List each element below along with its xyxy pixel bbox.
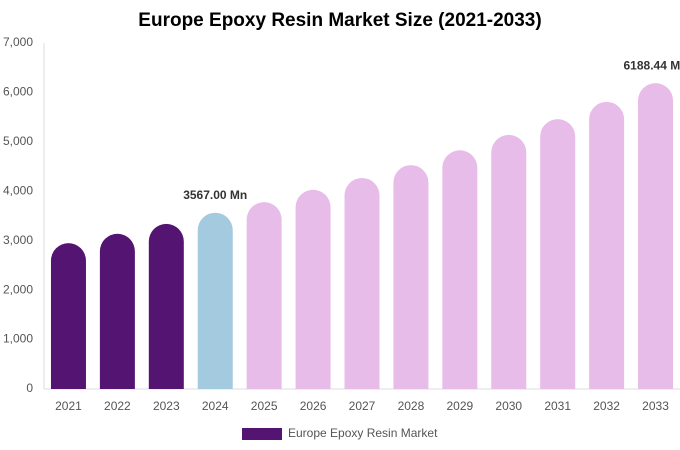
bar [589, 101, 625, 389]
bar [246, 202, 282, 389]
x-tick-label: 2029 [446, 399, 473, 413]
x-tick-label: 2023 [153, 399, 180, 413]
y-tick-label: 5,000 [3, 134, 33, 148]
bar [638, 83, 674, 389]
y-tick-label: 2,000 [3, 282, 33, 296]
x-tick-label: 2024 [202, 399, 229, 413]
x-tick-label: 2026 [300, 399, 327, 413]
x-tick-label: 2027 [349, 399, 376, 413]
legend-swatch [242, 428, 282, 440]
bar [540, 119, 576, 390]
bar [197, 212, 233, 389]
bar [295, 189, 331, 389]
legend-label: Europe Epoxy Resin Market [288, 426, 438, 440]
bar [50, 243, 86, 389]
y-tick-label: 1,000 [3, 332, 33, 346]
x-tick-label: 2025 [251, 399, 278, 413]
x-tick-label: 2033 [642, 399, 669, 413]
bar [344, 177, 380, 389]
x-tick-label: 2021 [55, 399, 82, 413]
x-tick-label: 2031 [544, 399, 571, 413]
bar [491, 134, 527, 389]
y-tick-label: 7,000 [3, 35, 33, 49]
x-tick-label: 2022 [104, 399, 131, 413]
x-tick-label: 2032 [593, 399, 620, 413]
x-tick-label: 2030 [495, 399, 522, 413]
bar [442, 150, 478, 389]
bar [148, 223, 184, 389]
y-tick-label: 4,000 [3, 183, 33, 197]
value-label: 6188.44 Mn [624, 58, 680, 72]
value-label: 3567.00 Mn [183, 188, 247, 202]
bar [99, 233, 135, 389]
y-tick-label: 6,000 [3, 85, 33, 99]
bar [393, 165, 429, 389]
y-tick-label: 0 [26, 381, 33, 395]
x-tick-label: 2028 [398, 399, 425, 413]
chart-title: Europe Epoxy Resin Market Size (2021-203… [138, 10, 541, 31]
y-tick-label: 3,000 [3, 233, 33, 247]
